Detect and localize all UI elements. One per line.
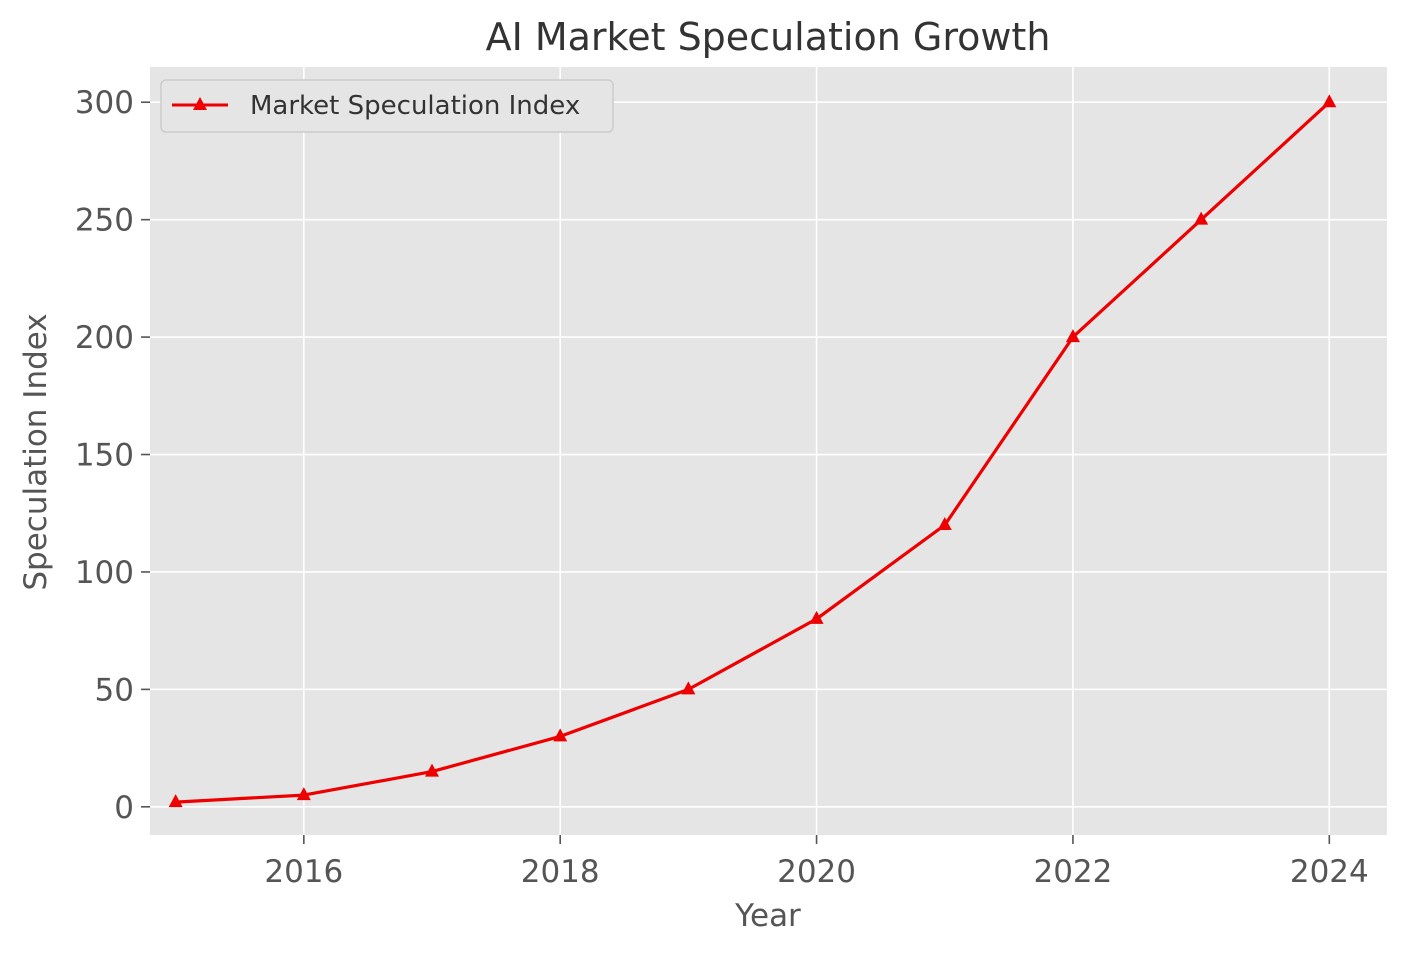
x-axis-label: Year bbox=[734, 898, 801, 934]
data-point-marker bbox=[553, 728, 568, 742]
axis-ticks: 0 50 100 150 200 250 300 2016 2018 2020 2022 2024 bbox=[75, 85, 1369, 890]
y-tick-label: 200 bbox=[75, 320, 134, 356]
y-tick-label: 50 bbox=[95, 672, 134, 708]
data-point-marker bbox=[296, 787, 311, 801]
x-tick-label: 2022 bbox=[1033, 854, 1112, 890]
plot-area bbox=[150, 67, 1387, 835]
data-point-marker bbox=[168, 794, 183, 808]
y-tick-label: 250 bbox=[75, 203, 134, 239]
y-tick-label: 300 bbox=[75, 85, 134, 121]
x-tick-label: 2018 bbox=[521, 854, 600, 890]
y-tick-label: 0 bbox=[114, 790, 134, 826]
y-axis-label: Speculation Index bbox=[18, 313, 54, 590]
x-tick-label: 2024 bbox=[1290, 854, 1369, 890]
y-tick-label: 150 bbox=[75, 438, 134, 474]
data-point-marker bbox=[681, 681, 696, 695]
data-point-marker bbox=[425, 763, 440, 777]
x-tick-label: 2016 bbox=[264, 854, 343, 890]
legend-box bbox=[160, 79, 614, 133]
legend-marker bbox=[193, 97, 207, 110]
data-point-marker bbox=[1065, 329, 1080, 343]
chart-title: AI Market Speculation Growth bbox=[486, 15, 1051, 59]
series-line bbox=[175, 101, 1331, 804]
data-point-marker bbox=[937, 516, 952, 530]
y-tick-label: 100 bbox=[75, 555, 134, 591]
data-point-marker bbox=[1322, 94, 1337, 108]
series-layer bbox=[168, 94, 1337, 808]
x-tick-label: 2020 bbox=[777, 854, 856, 890]
legend-label: Market Speculation Index bbox=[250, 91, 580, 121]
data-point-marker bbox=[809, 610, 824, 624]
legend: Market Speculation Index bbox=[160, 79, 614, 133]
data-point-marker bbox=[1194, 211, 1209, 225]
